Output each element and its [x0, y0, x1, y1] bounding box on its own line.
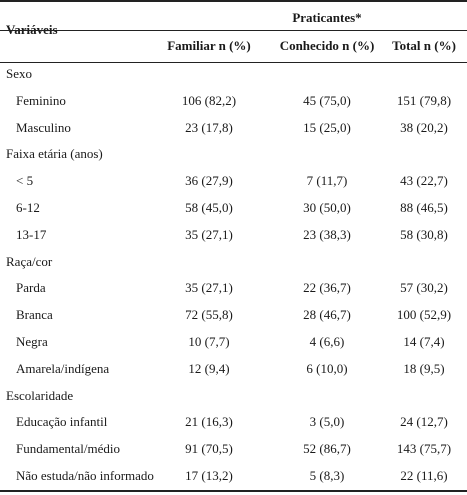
row-label: Parda	[16, 280, 46, 295]
cell-total: 151 (79,8)	[396, 93, 452, 108]
table-row: 6-12 58 (45,0) 30 (50,0) 88 (46,5)	[0, 200, 467, 216]
cell-conhecido: 3 (5,0)	[309, 414, 345, 429]
cell-conhecido: 30 (50,0)	[303, 200, 351, 215]
cell-familiar: 17 (13,2)	[185, 468, 233, 483]
cell-familiar: 91 (70,5)	[185, 441, 233, 456]
cell-total: 143 (75,7)	[396, 441, 452, 456]
cell-conhecido: 5 (8,3)	[309, 468, 345, 483]
category-label: Escolaridade	[6, 388, 74, 403]
cell-familiar: 21 (16,3)	[185, 414, 233, 429]
cell-conhecido: 6 (10,0)	[306, 361, 348, 376]
cell-total: 57 (30,2)	[400, 280, 448, 295]
cell-familiar: 35 (27,1)	[185, 227, 233, 242]
cell-familiar: 23 (17,8)	[185, 120, 233, 135]
table-row: Branca 72 (55,8) 28 (46,7) 100 (52,9)	[0, 307, 467, 323]
table-row: Masculino 23 (17,8) 15 (25,0) 38 (20,2)	[0, 120, 467, 136]
cell-conhecido: 4 (6,6)	[309, 334, 345, 349]
cell-familiar: 36 (27,9)	[185, 173, 233, 188]
cell-total: 14 (7,4)	[403, 334, 445, 349]
row-label: < 5	[16, 173, 34, 188]
cell-conhecido: 45 (75,0)	[303, 93, 351, 108]
table-row: Amarela/indígena 12 (9,4) 6 (10,0) 18 (9,5)	[0, 361, 467, 377]
group-rule	[0, 30, 467, 31]
category-row: Sexo	[0, 66, 467, 82]
table-row: Educação infantil 21 (16,3) 3 (5,0) 24 (12,…	[0, 414, 467, 430]
row-label: 13-17	[16, 227, 47, 242]
row-label: Educação infantil	[16, 414, 108, 429]
category-label: Raça/cor	[6, 254, 53, 269]
cell-familiar: 12 (9,4)	[188, 361, 230, 376]
row-label: Não estuda/não informado	[16, 468, 154, 483]
cell-conhecido: 7 (11,7)	[306, 173, 348, 188]
cell-total: 100 (52,9)	[396, 307, 452, 322]
cell-conhecido: 22 (36,7)	[303, 280, 351, 295]
table-row: < 5 36 (27,9) 7 (11,7) 43 (22,7)	[0, 173, 467, 189]
table-row: Fundamental/médio 91 (70,5) 52 (86,7) 143 (…	[0, 441, 467, 457]
cell-total: 24 (12,7)	[400, 414, 448, 429]
bottom-rule	[0, 490, 467, 492]
cell-conhecido: 52 (86,7)	[303, 441, 351, 456]
cell-familiar: 35 (27,1)	[185, 280, 233, 295]
cell-total: 22 (11,6)	[400, 468, 448, 483]
row-label: 6-12	[16, 200, 40, 215]
table-row: 13-17 35 (27,1) 23 (38,3) 58 (30,8)	[0, 227, 467, 243]
cell-conhecido: 23 (38,3)	[303, 227, 351, 242]
cell-conhecido: 15 (25,0)	[303, 120, 351, 135]
col-header-total: Total n (%)	[392, 38, 456, 53]
cell-familiar: 106 (82,2)	[181, 93, 237, 108]
table-row: Feminino 106 (82,2) 45 (75,0) 151 (79,8)	[0, 93, 467, 109]
cell-total: 38 (20,2)	[400, 120, 448, 135]
table-row: Não estuda/não informado 17 (13,2) 5 (8,3)…	[0, 468, 467, 484]
table-row: Parda 35 (27,1) 22 (36,7) 57 (30,2)	[0, 280, 467, 296]
cell-familiar: 10 (7,7)	[188, 334, 230, 349]
row-label: Masculino	[16, 120, 71, 135]
cell-total: 88 (46,5)	[400, 200, 448, 215]
header-rule	[0, 62, 467, 63]
cell-familiar: 58 (45,0)	[185, 200, 233, 215]
variables-header: Variáveis	[6, 22, 58, 37]
col-header-familiar: Familiar n (%)	[167, 38, 251, 53]
cell-total: 58 (30,8)	[400, 227, 448, 242]
row-label: Negra	[16, 334, 48, 349]
category-label: Faixa etária (anos)	[6, 146, 103, 161]
row-label: Feminino	[16, 93, 66, 108]
category-row: Faixa etária (anos)	[0, 146, 467, 162]
cell-total: 43 (22,7)	[400, 173, 448, 188]
cell-total: 18 (9,5)	[403, 361, 445, 376]
col-header-conhecido: Conhecido n (%)	[279, 38, 375, 53]
category-row: Raça/cor	[0, 254, 467, 270]
row-label: Fundamental/médio	[16, 441, 120, 456]
category-label: Sexo	[6, 66, 32, 81]
row-label: Branca	[16, 307, 53, 322]
category-row: Escolaridade	[0, 388, 467, 404]
group-header: Praticantes*	[292, 10, 362, 25]
top-rule	[0, 0, 467, 2]
cell-familiar: 72 (55,8)	[185, 307, 233, 322]
table-row: Negra 10 (7,7) 4 (6,6) 14 (7,4)	[0, 334, 467, 350]
row-label: Amarela/indígena	[16, 361, 110, 376]
cell-conhecido: 28 (46,7)	[303, 307, 351, 322]
